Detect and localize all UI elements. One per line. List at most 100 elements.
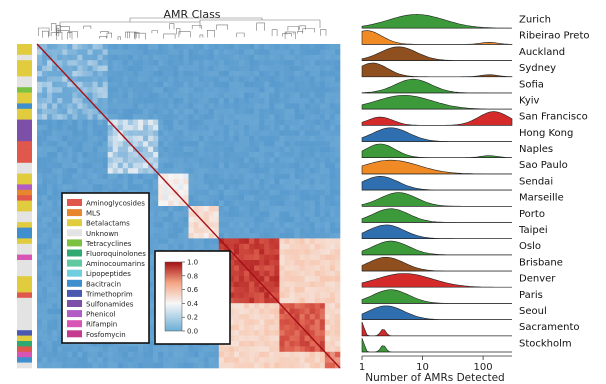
heatmap-cell bbox=[315, 109, 320, 115]
heatmap-cell bbox=[123, 357, 128, 363]
heatmap-cell bbox=[335, 303, 340, 309]
heatmap-cell bbox=[295, 71, 300, 77]
heatmap-cell bbox=[158, 168, 163, 174]
heatmap-cell bbox=[264, 255, 269, 261]
heatmap-cell bbox=[153, 66, 158, 72]
heatmap-cell bbox=[199, 179, 204, 185]
heatmap-cell bbox=[77, 179, 82, 185]
heatmap-cell bbox=[234, 233, 239, 239]
heatmap-cell bbox=[163, 114, 168, 120]
heatmap-cell bbox=[88, 184, 93, 190]
heatmap-cell bbox=[47, 222, 52, 228]
heatmap-cell bbox=[158, 163, 163, 169]
heatmap-cell bbox=[335, 325, 340, 331]
heatmap-cell bbox=[320, 136, 325, 142]
heatmap-cell bbox=[269, 82, 274, 88]
colorbar-gradient bbox=[165, 262, 182, 331]
heatmap-cell bbox=[128, 357, 133, 363]
heatmap-cell bbox=[335, 195, 340, 201]
heatmap-cell bbox=[143, 60, 148, 66]
heatmap-cell bbox=[279, 93, 284, 99]
heatmap-cell bbox=[234, 363, 239, 369]
heatmap-cell bbox=[290, 168, 295, 174]
heatmap-cell bbox=[57, 82, 62, 88]
heatmap-cell bbox=[249, 228, 254, 234]
heatmap-cell bbox=[234, 163, 239, 169]
heatmap-cell bbox=[325, 287, 330, 293]
heatmap-cell bbox=[259, 292, 264, 298]
heatmap-cell bbox=[274, 71, 279, 77]
heatmap-cell bbox=[310, 298, 315, 304]
heatmap-cell bbox=[295, 282, 300, 288]
heatmap-cell bbox=[330, 55, 335, 61]
heatmap-cell bbox=[279, 201, 284, 207]
heatmap-cell bbox=[264, 130, 269, 136]
heatmap-cell bbox=[47, 265, 52, 271]
row-class-color bbox=[17, 211, 32, 217]
heatmap-cell bbox=[284, 157, 289, 163]
heatmap-cell bbox=[259, 309, 264, 315]
heatmap-cell bbox=[62, 114, 67, 120]
heatmap-cell bbox=[325, 76, 330, 82]
heatmap-cell bbox=[37, 287, 42, 293]
heatmap-cell bbox=[108, 184, 113, 190]
heatmap-cell bbox=[254, 352, 259, 358]
heatmap-cell bbox=[209, 76, 214, 82]
heatmap-cell bbox=[138, 357, 143, 363]
heatmap-cell bbox=[37, 249, 42, 255]
heatmap-cell bbox=[153, 82, 158, 88]
heatmap-cell bbox=[57, 141, 62, 147]
heatmap-cell bbox=[113, 82, 118, 88]
heatmap-cell bbox=[320, 103, 325, 109]
heatmap-cell bbox=[239, 103, 244, 109]
heatmap-cell bbox=[274, 255, 279, 261]
heatmap-cell bbox=[204, 71, 209, 77]
heatmap-cell bbox=[325, 114, 330, 120]
heatmap-cell bbox=[113, 136, 118, 142]
heatmap-cell bbox=[239, 217, 244, 223]
heatmap-cell bbox=[239, 319, 244, 325]
heatmap-cell bbox=[138, 346, 143, 352]
heatmap-cell bbox=[178, 71, 183, 77]
heatmap-cell bbox=[315, 125, 320, 131]
heatmap-cell bbox=[183, 168, 188, 174]
heatmap-cell bbox=[239, 222, 244, 228]
heatmap-cell bbox=[239, 341, 244, 347]
heatmap-cell bbox=[148, 71, 153, 77]
heatmap-cell bbox=[279, 244, 284, 250]
heatmap-cell bbox=[239, 249, 244, 255]
heatmap-cell bbox=[158, 66, 163, 72]
heatmap-cell bbox=[330, 325, 335, 331]
heatmap-cell bbox=[199, 363, 204, 369]
row-class-color bbox=[17, 298, 32, 304]
heatmap-cell bbox=[239, 71, 244, 77]
heatmap-cell bbox=[249, 136, 254, 142]
heatmap-cell bbox=[57, 49, 62, 55]
heatmap-cell bbox=[37, 174, 42, 180]
heatmap-cell bbox=[244, 66, 249, 72]
heatmap-cell bbox=[229, 120, 234, 126]
heatmap-cell bbox=[315, 336, 320, 342]
heatmap-cell bbox=[113, 357, 118, 363]
heatmap-cell bbox=[199, 66, 204, 72]
heatmap-cell bbox=[52, 244, 57, 250]
heatmap-cell bbox=[259, 271, 264, 277]
heatmap-cell bbox=[254, 71, 259, 77]
heatmap-cell bbox=[163, 346, 168, 352]
heatmap-cell bbox=[234, 206, 239, 212]
heatmap-cell bbox=[249, 325, 254, 331]
heatmap-cell bbox=[214, 244, 219, 250]
heatmap-cell bbox=[229, 163, 234, 169]
heatmap-cell bbox=[47, 319, 52, 325]
heatmap-cell bbox=[269, 152, 274, 158]
heatmap-cell bbox=[219, 211, 224, 217]
row-class-color bbox=[17, 303, 32, 309]
heatmap-cell bbox=[234, 55, 239, 61]
ridge-series-label: Hong Kong bbox=[519, 128, 573, 139]
heatmap-cell bbox=[264, 319, 269, 325]
legend-swatch bbox=[67, 310, 82, 317]
heatmap-cell bbox=[290, 292, 295, 298]
heatmap-cell bbox=[264, 157, 269, 163]
heatmap-cell bbox=[62, 98, 67, 104]
heatmap-cell bbox=[37, 60, 42, 66]
